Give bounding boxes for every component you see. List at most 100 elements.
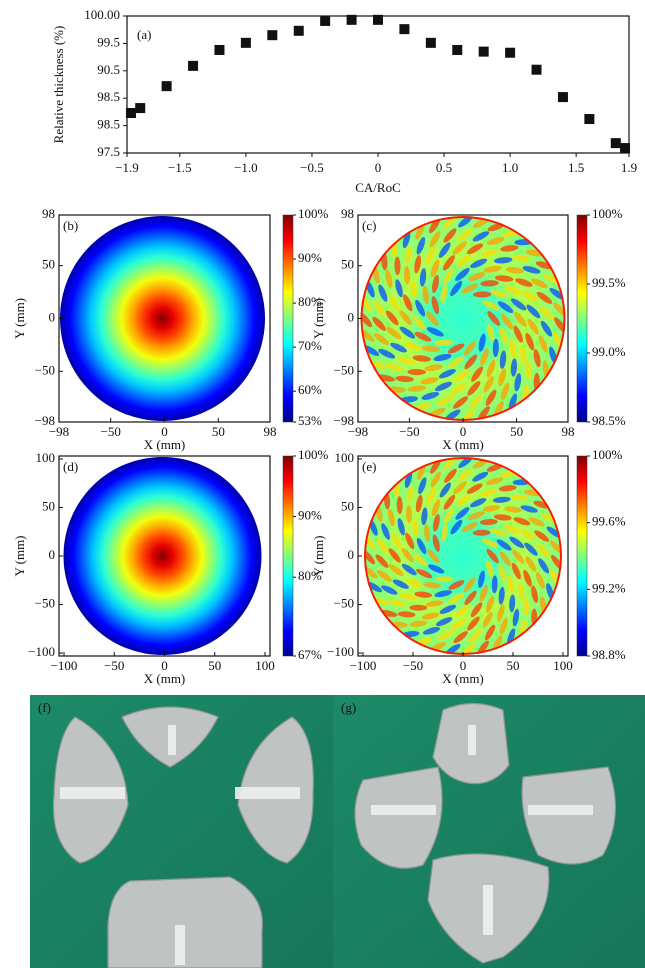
colorbar	[577, 456, 587, 656]
colorbar-tick-label: 99.2%	[592, 580, 626, 595]
y-tick-label: 0	[348, 309, 355, 324]
x-axis-label: X (mm)	[442, 437, 484, 452]
y-tick-label: 99.5	[97, 34, 120, 49]
heatmap-surface	[60, 216, 265, 421]
x-tick-label: −50	[104, 658, 124, 673]
tape-strip	[371, 805, 436, 815]
tape-strip	[235, 787, 300, 799]
colorbar-tick-label: 90%	[298, 250, 322, 265]
x-tick-label: 98	[562, 424, 575, 439]
data-point	[162, 81, 172, 91]
x-tick-label: 1.0	[502, 160, 518, 175]
x-axis-label: CA/RoC	[355, 180, 401, 195]
data-point	[126, 108, 136, 118]
data-point	[452, 45, 462, 55]
x-axis-label: X (mm)	[144, 671, 186, 686]
data-point	[373, 15, 383, 25]
sample-plate	[522, 767, 615, 864]
y-axis-label: Relative thickness (%)	[51, 26, 66, 144]
tape-strip	[168, 725, 176, 755]
colorbar-tick-label: 60%	[298, 382, 322, 397]
x-tick-label: −100	[350, 658, 377, 673]
y-tick-label: 98	[42, 206, 55, 221]
colorbar	[283, 456, 293, 656]
sample-plate	[355, 767, 442, 868]
y-tick-label: −50	[35, 362, 55, 377]
tape-strip	[528, 805, 593, 815]
panel-label: (b)	[63, 218, 78, 233]
x-tick-label: −0.5	[300, 160, 324, 175]
y-tick-label: −98	[35, 413, 55, 428]
colorbar-tick-label: 100%	[298, 206, 329, 221]
y-tick-label: −98	[334, 413, 354, 428]
data-point	[267, 30, 277, 40]
panel-label: (d)	[63, 459, 78, 474]
y-tick-label: −100	[28, 644, 55, 659]
y-axis-label: Y (mm)	[12, 298, 27, 339]
x-tick-label: 50	[507, 658, 520, 673]
colorbar-tick-label: 100%	[592, 206, 623, 221]
x-tick-label: 1.5	[568, 160, 584, 175]
data-point	[611, 138, 621, 148]
colorbar-tick-label: 99.5%	[592, 275, 626, 290]
x-tick-label: 0	[375, 160, 382, 175]
y-tick-label: 0	[49, 309, 56, 324]
data-point	[479, 47, 489, 57]
panel: (f)	[30, 695, 333, 968]
x-tick-label: 50	[212, 424, 225, 439]
x-tick-label: 50	[510, 424, 523, 439]
y-tick-label: 0	[348, 547, 355, 562]
panel-label: (g)	[341, 700, 356, 715]
colorbar	[577, 215, 587, 422]
y-tick-label: −50	[334, 596, 354, 611]
data-point	[135, 103, 145, 113]
tape-strip	[483, 885, 493, 935]
panel-label: (a)	[137, 27, 151, 42]
x-tick-label: −100	[51, 658, 78, 673]
figure: −1.9−1.5−1.0−0.500.51.01.51.9100.0099.59…	[0, 0, 645, 968]
data-point	[188, 61, 198, 71]
colorbar-tick-label: 98.8%	[592, 647, 626, 662]
data-point	[347, 15, 357, 25]
panel-label: (c)	[362, 218, 376, 233]
heatmap-surface	[357, 213, 568, 424]
x-tick-label: −1.0	[234, 160, 258, 175]
heatmap-surface	[361, 454, 565, 658]
y-tick-label: 50	[42, 498, 55, 513]
colorbar-tick-label: 67%	[298, 647, 322, 662]
y-tick-label: −50	[35, 596, 55, 611]
x-tick-label: −1.9	[115, 160, 139, 175]
x-tick-label: 100	[553, 658, 573, 673]
colorbar-tick-label: 100%	[298, 447, 329, 462]
y-tick-label: 100	[335, 450, 355, 465]
data-point	[214, 45, 224, 55]
data-point	[399, 24, 409, 34]
plot-frame	[127, 16, 629, 153]
colorbar-tick-label: 99.6%	[592, 514, 626, 529]
y-tick-label: 50	[42, 257, 55, 272]
y-axis-label: Y (mm)	[311, 535, 326, 576]
tape-strip	[468, 725, 476, 755]
x-tick-label: 50	[208, 658, 221, 673]
data-point	[558, 92, 568, 102]
x-tick-label: −50	[403, 658, 423, 673]
panel-label: (f)	[38, 700, 51, 715]
panel-label: (e)	[362, 459, 376, 474]
x-tick-label: −50	[101, 424, 121, 439]
colorbar-tick-label: 53%	[298, 413, 322, 428]
y-tick-label: 100.00	[84, 7, 120, 22]
sample-plate	[108, 877, 262, 968]
panel: (g)	[333, 695, 645, 968]
y-tick-label: −50	[334, 362, 354, 377]
x-tick-label: 100	[255, 658, 275, 673]
colorbar	[283, 215, 293, 422]
data-point	[584, 114, 594, 124]
y-tick-label: 98	[341, 206, 354, 221]
y-tick-label: 97.5	[97, 144, 120, 159]
x-tick-label: −1.5	[168, 160, 192, 175]
y-axis-label: Y (mm)	[311, 298, 326, 339]
